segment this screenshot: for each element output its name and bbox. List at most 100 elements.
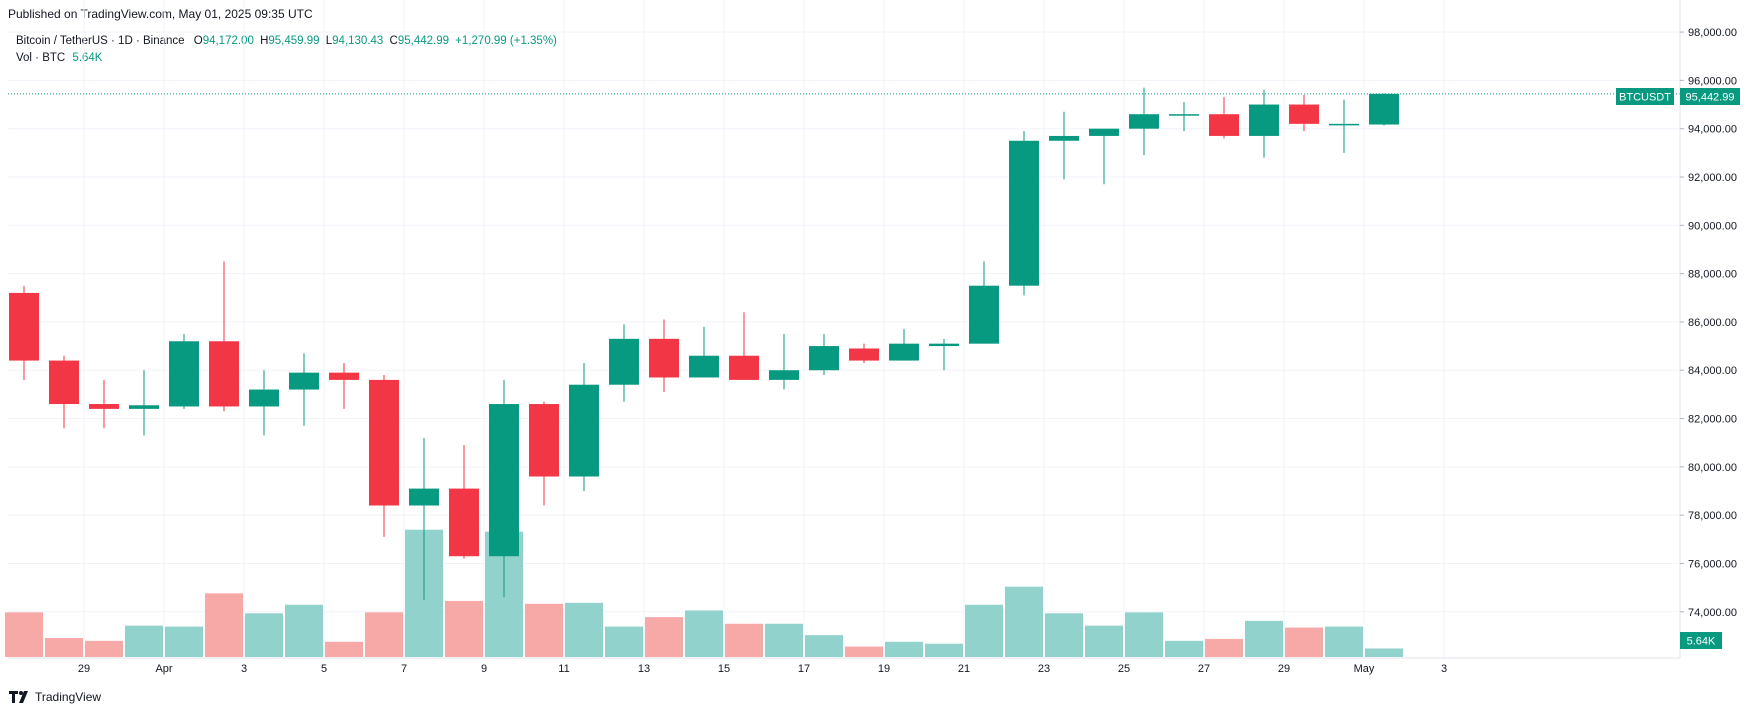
time-axis[interactable]: 29 Apr 3 5 7 9 11 13 15 17 19 21 23 25 27 29 May 3 <box>78 663 1447 675</box>
candle <box>689 326 719 378</box>
x-tick-label: 29 <box>78 663 90 675</box>
volume-bar <box>525 603 563 657</box>
grid-lines <box>8 0 1680 658</box>
volume-badge-text: 5.64K <box>1687 636 1716 648</box>
volume-bar <box>205 593 243 657</box>
volume-bar <box>885 641 923 657</box>
candle <box>449 445 479 559</box>
candle <box>809 334 839 376</box>
x-tick-label: 27 <box>1198 663 1210 675</box>
y-tick-label: 76,000.00 <box>1688 558 1737 570</box>
candle-body <box>689 355 719 378</box>
volume-value: 5.64K <box>72 52 103 64</box>
candle-body <box>849 348 879 361</box>
volume-bar <box>1005 586 1043 657</box>
volume-bar <box>645 617 683 657</box>
candle <box>1089 128 1119 185</box>
price-axis[interactable]: 74,000.00 76,000.00 78,000.00 80,000.00 82,0… <box>1680 27 1737 619</box>
tradingview-brand: TradingView <box>35 690 102 704</box>
candle <box>729 312 759 380</box>
candle <box>1049 111 1079 180</box>
candle <box>609 324 639 402</box>
candle-body <box>1209 114 1239 136</box>
candle <box>9 285 39 380</box>
change-value: +1,270.99 (+1.35%) <box>455 35 557 47</box>
candle <box>329 362 359 409</box>
x-tick-label: May <box>1354 663 1375 675</box>
y-tick-label: 86,000.00 <box>1688 317 1737 329</box>
x-tick-label: 11 <box>558 663 569 675</box>
volume-bar <box>445 600 483 657</box>
x-tick-label: 3 <box>241 663 247 675</box>
x-tick-label: 3 <box>1441 663 1447 675</box>
symbol-description[interactable]: Bitcoin / TetherUS · 1D · Binance <box>16 35 185 47</box>
volume-label[interactable]: Vol · BTC <box>16 52 66 64</box>
volume-bar <box>1045 613 1083 657</box>
last-price-badge: 95,442.99 <box>1680 88 1740 105</box>
candle <box>1169 102 1199 132</box>
last-price-badge-text: 95,442.99 <box>1686 92 1735 104</box>
open-label: O <box>193 35 203 47</box>
x-tick-label: 21 <box>958 663 970 675</box>
volume-bar <box>565 602 603 657</box>
y-tick-label: 80,000.00 <box>1688 462 1737 474</box>
candle <box>889 329 919 361</box>
candle-body <box>49 360 79 405</box>
volume-bar <box>1165 640 1203 657</box>
volume-bar <box>45 638 83 657</box>
x-tick-label: 19 <box>878 663 890 675</box>
close-value: 95,442.99 <box>397 35 450 47</box>
x-tick-label: 29 <box>1278 663 1290 675</box>
x-tick-label: 13 <box>638 663 650 675</box>
candle-body <box>929 343 959 347</box>
candle-body <box>729 355 759 380</box>
candles <box>9 87 1399 600</box>
volume-bar <box>965 604 1003 657</box>
y-tick-label: 94,000.00 <box>1688 124 1737 136</box>
candle <box>489 379 519 598</box>
y-tick-label: 82,000.00 <box>1688 414 1737 426</box>
volume-bar <box>1085 625 1123 657</box>
volume-bar <box>1125 612 1163 657</box>
y-tick-label: 74,000.00 <box>1688 607 1737 619</box>
candle <box>1009 131 1039 296</box>
close-label: C <box>389 35 398 47</box>
tradingview-footer[interactable]: TradingView <box>9 690 101 704</box>
candle-body <box>369 379 399 506</box>
candle <box>1209 97 1239 139</box>
x-tick-label: 15 <box>718 663 730 675</box>
volume-bar <box>685 610 723 657</box>
candle <box>569 362 599 491</box>
price-chart[interactable]: 74,000.00 76,000.00 78,000.00 80,000.00 82,0… <box>0 0 1755 680</box>
volume-bar <box>1325 626 1363 657</box>
y-tick-label: 96,000.00 <box>1688 75 1737 87</box>
candle-body <box>809 346 839 371</box>
candle-body <box>889 343 919 361</box>
candle-body <box>609 338 639 385</box>
candle-body <box>1049 135 1079 141</box>
low-value: 94,130.43 <box>332 35 384 47</box>
symbol-legend: Bitcoin / TetherUS · 1D · Binance O94,17… <box>16 33 557 67</box>
volume-row: Vol · BTC 5.64K <box>16 50 557 67</box>
candle <box>169 334 199 409</box>
volume-bar <box>805 635 843 657</box>
candle-body <box>1089 128 1119 136</box>
candle <box>1369 93 1399 126</box>
x-tick-label: 23 <box>1038 663 1050 675</box>
candle-body <box>1369 93 1399 125</box>
candle <box>289 353 319 426</box>
y-tick-label: 84,000.00 <box>1688 365 1737 377</box>
tradingview-logo-icon <box>9 691 28 703</box>
volume-bar <box>245 613 283 657</box>
volume-bar <box>925 643 963 657</box>
candle-body <box>1129 114 1159 129</box>
candle-body <box>529 404 559 477</box>
candle-body <box>249 389 279 407</box>
x-tick-label: 9 <box>481 663 487 675</box>
volume-bar <box>725 623 763 657</box>
y-tick-label: 90,000.00 <box>1688 220 1737 232</box>
candle <box>849 343 879 363</box>
candle <box>249 370 279 436</box>
low-label: L <box>325 35 333 47</box>
candle-body <box>289 372 319 390</box>
